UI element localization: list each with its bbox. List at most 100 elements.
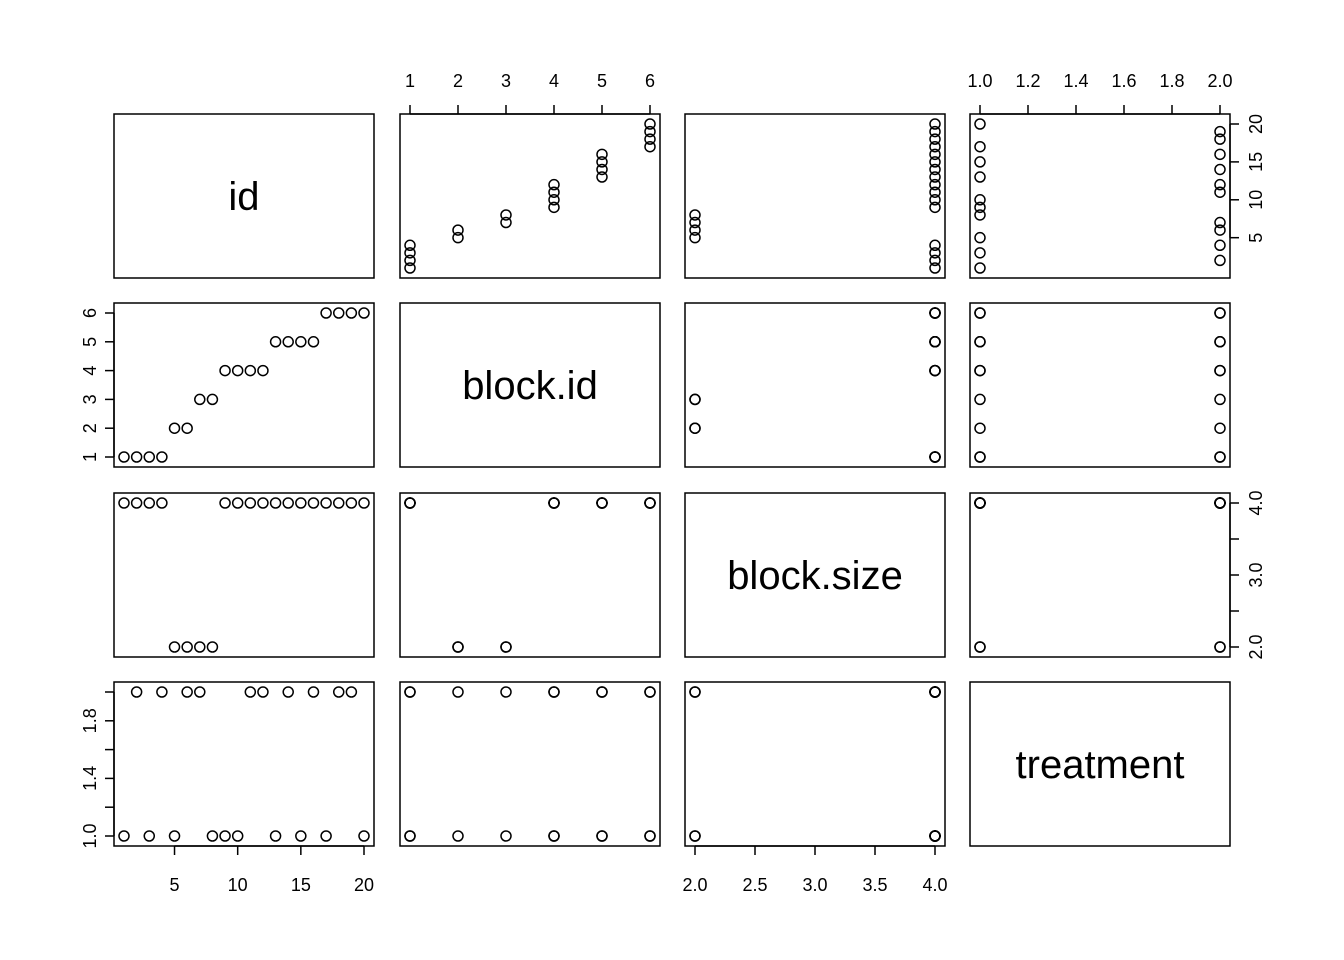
panel-frame (684, 492, 946, 658)
data-point (929, 133, 941, 145)
data-point (974, 497, 986, 509)
panel-frame (399, 492, 661, 658)
data-point (181, 422, 193, 434)
data-point (244, 686, 257, 698)
data-point (320, 497, 332, 509)
tick-label: 2.0 (1207, 71, 1232, 91)
data-point (929, 148, 941, 161)
data-point (974, 156, 986, 168)
data-point (500, 830, 512, 842)
data-point (320, 307, 332, 319)
data-point (644, 140, 656, 153)
data-point (644, 133, 656, 145)
panel-id-vs-block.id (399, 113, 661, 279)
data-point (1214, 422, 1226, 434)
data-point (689, 231, 701, 244)
data-point (1214, 336, 1226, 348)
data-point (929, 140, 941, 153)
panel-block.size-vs-block.size: block.size (684, 492, 946, 658)
data-point (548, 497, 560, 509)
panel-frame (969, 681, 1231, 847)
data-point (548, 686, 560, 698)
data-point (1214, 125, 1226, 138)
data-point (689, 686, 701, 698)
data-point (194, 641, 206, 653)
panel-frame (684, 302, 946, 468)
tick-label: 4.0 (922, 875, 947, 895)
data-point (206, 641, 219, 653)
data-point (404, 254, 416, 267)
data-point (194, 686, 206, 698)
tick-label: 1.0 (967, 71, 992, 91)
panel-treatment-vs-block.size (684, 681, 946, 847)
data-point (345, 497, 358, 509)
data-point (257, 364, 269, 377)
panel-frame (113, 492, 375, 658)
data-point (404, 830, 416, 842)
tick-label: 5 (80, 337, 100, 347)
panel-frame (969, 492, 1231, 658)
data-point (143, 830, 156, 842)
data-point (974, 201, 986, 214)
data-point (974, 262, 986, 274)
tick-label: 2.5 (742, 875, 767, 895)
data-point (929, 307, 941, 319)
data-point (689, 393, 701, 406)
data-point (500, 686, 512, 698)
tick-label: 2.0 (1246, 634, 1266, 659)
data-point (974, 194, 986, 206)
data-point (269, 497, 282, 509)
x-axis-block.id: 1 2 3 4 5 6 (405, 71, 655, 115)
data-point (452, 641, 464, 653)
data-point (644, 497, 656, 509)
y-axis-id: 5 10 15 20 (1229, 114, 1266, 243)
data-point (1214, 393, 1226, 406)
tick-label: 2.0 (682, 875, 707, 895)
data-point (644, 125, 656, 138)
x-axis-block.size: 2.0 2.5 3.0 3.5 4.0 (682, 845, 948, 895)
variable-label-block.size: block.size (727, 554, 903, 598)
data-point (974, 422, 986, 434)
tick-label: 15 (1246, 152, 1266, 172)
tick-label: 4.0 (1246, 490, 1266, 515)
data-point (404, 247, 416, 259)
data-point (929, 194, 941, 206)
data-point (282, 497, 294, 509)
tick-label: 2 (80, 423, 100, 433)
variable-label-treatment: treatment (1016, 743, 1185, 787)
tick-label: 1.6 (1111, 71, 1136, 91)
data-point (231, 830, 244, 842)
data-point (332, 307, 345, 319)
data-point (307, 686, 320, 698)
data-point (1214, 186, 1226, 198)
data-point (548, 178, 560, 191)
tick-label: 5 (597, 71, 607, 91)
data-point (974, 171, 986, 183)
data-point (168, 830, 181, 842)
panel-block.id-vs-block.size (684, 302, 946, 468)
tick-label: 5 (170, 875, 180, 895)
x-axis-id: 5 10 15 20 (170, 845, 374, 895)
tick-label: 1 (80, 452, 100, 462)
panel-frame (684, 113, 946, 279)
data-point (332, 686, 345, 698)
data-point (404, 497, 416, 509)
data-point (295, 336, 307, 348)
data-point (500, 216, 512, 229)
data-point (307, 497, 320, 509)
tick-label: 3.5 (862, 875, 887, 895)
data-point (974, 209, 986, 221)
data-point (143, 497, 156, 509)
variable-label-id: id (228, 175, 259, 219)
data-point (929, 451, 941, 463)
data-point (929, 118, 941, 130)
data-point (689, 216, 701, 229)
data-point (1214, 133, 1226, 145)
tick-label: 3 (80, 394, 100, 404)
data-point (206, 830, 219, 842)
data-point (929, 171, 941, 183)
data-point (452, 224, 464, 236)
data-point (206, 393, 219, 406)
data-point (1214, 254, 1226, 267)
